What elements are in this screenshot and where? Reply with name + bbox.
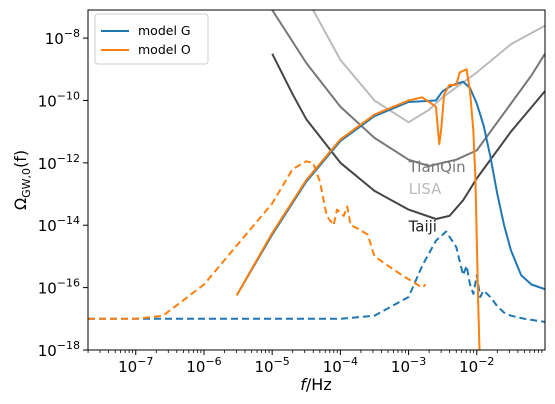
x-tick-label: 10−3 (391, 355, 426, 376)
annotation-lisa: LISA (409, 180, 443, 198)
tick-layer: 10−7 10−6 10−5 10−4 10−3 10−2 10−18 10−16 10−14 1… (38, 27, 543, 376)
y-tick-label: 10−18 (38, 339, 80, 360)
x-axis-label: f/Hz (300, 375, 331, 394)
plot-frame (87, 9, 546, 351)
series-line-unnamed-2-dashed (88, 160, 427, 320)
x-tick-label: 10−2 (459, 355, 494, 376)
x-tick-label: 10−4 (323, 355, 358, 376)
legend-box (94, 13, 209, 65)
y-tick-label: 10−14 (38, 214, 80, 235)
y-tick-label: 10−12 (38, 152, 80, 173)
x-tick-label: 10−6 (186, 355, 221, 376)
series-line-unnamed-3-dashed (88, 230, 545, 323)
series-line-model-g (235, 80, 545, 296)
x-tick-label: 10−7 (118, 355, 153, 376)
series-line-taiji (271, 53, 545, 220)
legend: model G model O (94, 13, 209, 65)
series-line-lisa (312, 10, 545, 124)
x-tick-label: 10−5 (255, 355, 290, 376)
annotation-layer: TianQin LISA Taiji (408, 158, 466, 235)
series-line-tianqin (271, 10, 545, 167)
series-layer (88, 10, 545, 350)
y-tick-label: 10−10 (38, 89, 80, 110)
legend-label-model-g: model G (138, 23, 191, 38)
annotation-taiji: Taiji (408, 217, 437, 235)
legend-label-model-o: model O (138, 42, 191, 57)
y-axis-label: ΩGW,0(f) (11, 150, 33, 210)
series-line-model-o (235, 68, 481, 350)
annotation-tianqin: TianQin (408, 158, 466, 176)
y-tick-label: 10−8 (45, 27, 80, 48)
y-tick-label: 10−16 (38, 277, 80, 298)
